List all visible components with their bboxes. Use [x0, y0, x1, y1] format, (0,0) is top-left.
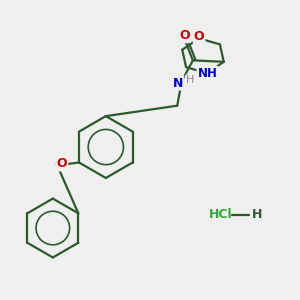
Text: N: N — [173, 76, 183, 89]
Text: H: H — [186, 75, 194, 85]
Text: O: O — [194, 30, 205, 44]
Text: O: O — [179, 29, 190, 42]
Text: O: O — [57, 158, 67, 170]
Text: HCl: HCl — [209, 208, 232, 221]
Text: H: H — [252, 208, 262, 221]
Text: NH: NH — [197, 67, 218, 80]
